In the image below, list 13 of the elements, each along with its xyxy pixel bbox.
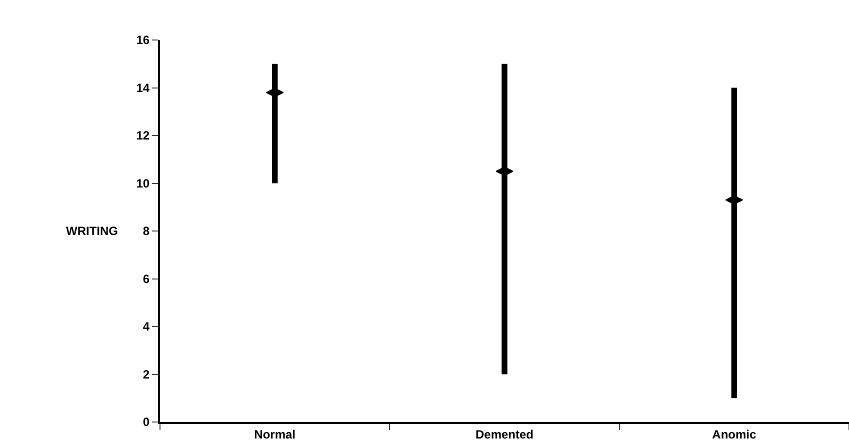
y-tick-label: 12 (136, 128, 150, 143)
y-tick-label: 6 (142, 272, 150, 286)
y-tick-label: 16 (136, 33, 150, 48)
y-tick-label: 0 (142, 415, 150, 430)
y-tick-label: 8 (142, 224, 150, 238)
y-tick-label: 10 (136, 176, 150, 190)
y-tick-label: 14 (136, 80, 150, 95)
y-axis-title: WRITING (66, 224, 118, 238)
y-tick-label: 2 (142, 367, 150, 382)
x-tick-label: Demented (475, 427, 534, 442)
x-tick-label: Normal (254, 427, 296, 442)
y-tick-label: 4 (142, 320, 150, 334)
x-tick-label: Anomic (712, 427, 756, 442)
